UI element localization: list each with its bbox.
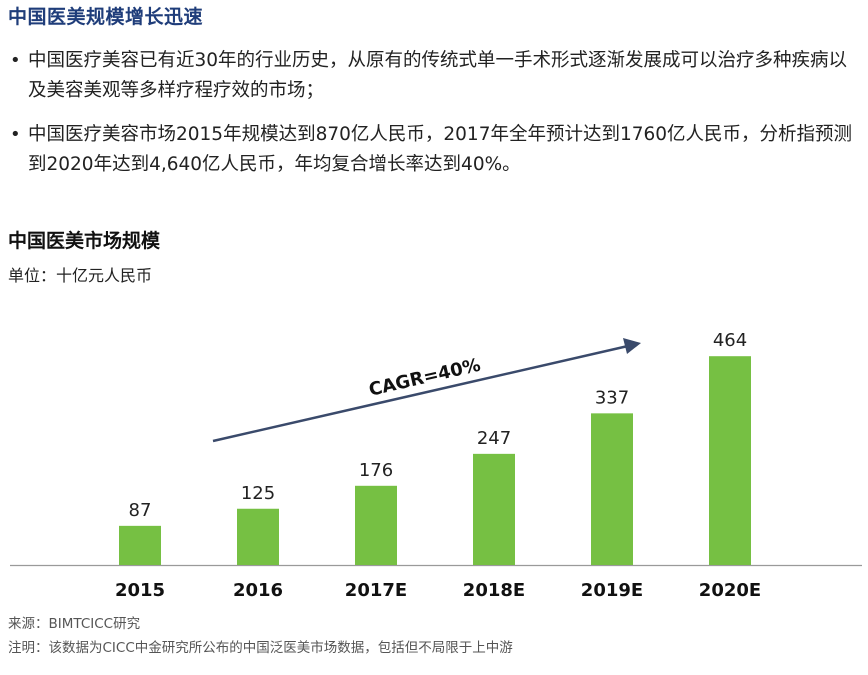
bar-value-label: 87 <box>129 500 152 521</box>
bullet-item: • 中国医疗美容市场2015年规模达到870亿人民币，2017年全年预计达到17… <box>10 120 860 180</box>
bar-chart: CAGR=40%87201512520161762017E2472018E337… <box>10 330 862 601</box>
cagr-arrow-head-icon <box>623 338 641 354</box>
bar-value-label: 176 <box>359 460 393 481</box>
chart-title: 中国医美市场规模 <box>8 230 161 252</box>
bar-value-label: 247 <box>477 428 511 449</box>
bullet-text: 中国医疗美容已有近30年的行业历史，从原有的传统式单一手术形式逐渐发展成可以治疗… <box>28 50 848 101</box>
x-tick-label: 2020E <box>699 580 761 601</box>
bullet-list: • 中国医疗美容已有近30年的行业历史，从原有的传统式单一手术形式逐渐发展成可以… <box>10 46 860 194</box>
x-tick-label: 2015 <box>115 580 165 601</box>
bullet-dot-icon: • <box>10 50 21 71</box>
bullet-item: • 中国医疗美容已有近30年的行业历史，从原有的传统式单一手术形式逐渐发展成可以… <box>10 46 860 106</box>
note-footnote: 注明：该数据为CICC中金研究所公布的中国泛医美市场数据，包括但不局限于上中游 <box>8 640 513 656</box>
x-tick-label: 2017E <box>345 580 407 601</box>
x-tick-label: 2016 <box>233 580 283 601</box>
bullet-dot-icon: • <box>10 124 21 145</box>
bar <box>237 508 279 565</box>
bullet-text: 中国医疗美容市场2015年规模达到870亿人民币，2017年全年预计达到1760… <box>28 124 853 175</box>
bar <box>473 453 515 565</box>
section-title: 中国医美规模增长迅速 <box>8 6 204 28</box>
source-footnote: 来源：BIMTCICC研究 <box>8 616 141 632</box>
x-tick-label: 2018E <box>463 580 525 601</box>
bar <box>355 485 397 565</box>
bar <box>709 356 751 565</box>
bar-value-label: 337 <box>595 387 629 408</box>
chart-unit: 单位：十亿元人民币 <box>8 266 153 285</box>
x-tick-label: 2019E <box>581 580 643 601</box>
cagr-arrow-line <box>212 344 629 443</box>
bar-value-label: 464 <box>713 330 747 351</box>
bar <box>119 525 161 565</box>
bar-value-label: 125 <box>241 483 275 504</box>
bar <box>591 413 633 565</box>
